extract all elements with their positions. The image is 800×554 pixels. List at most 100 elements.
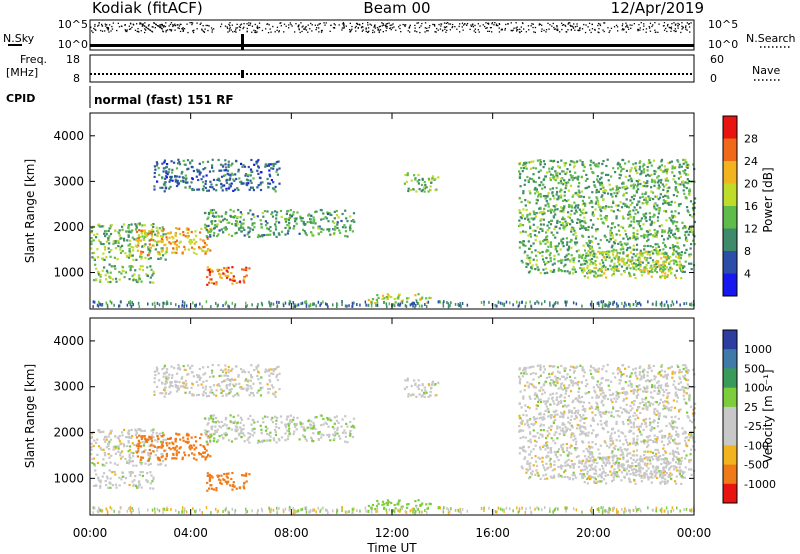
power-cell <box>234 222 237 226</box>
power-cell <box>212 234 215 237</box>
power-cell <box>539 219 542 222</box>
velocity-cell <box>668 440 671 443</box>
velocity-cell <box>612 407 615 410</box>
power-cell <box>639 219 642 222</box>
velocity-cell <box>103 472 106 475</box>
power-cell <box>595 178 599 181</box>
power-cell <box>662 202 665 205</box>
velocity-cell <box>298 438 301 441</box>
power-cell <box>178 161 181 164</box>
power-cell <box>443 300 445 304</box>
power-cell <box>580 210 583 213</box>
power-cell <box>147 248 150 251</box>
velocity-cell <box>185 434 188 437</box>
power-cell <box>204 226 207 229</box>
power-cell <box>572 233 575 236</box>
power-cell <box>212 170 215 173</box>
power-cell <box>548 159 551 162</box>
power-cell <box>185 228 188 231</box>
power-cell <box>557 195 560 198</box>
power-cell <box>572 160 575 163</box>
power-cell <box>562 170 565 173</box>
power-cell <box>560 194 563 197</box>
power-cell <box>153 240 157 243</box>
power-cell <box>626 255 629 258</box>
power-cell <box>568 178 571 181</box>
velocity-cell <box>518 380 521 383</box>
velocity-cell <box>215 489 218 492</box>
power-cell <box>658 165 661 168</box>
power-cell <box>606 192 610 195</box>
velocity-cell <box>607 384 610 387</box>
power-cell <box>223 227 226 230</box>
power-cell <box>146 266 149 269</box>
power-cell <box>184 178 188 181</box>
power-cell <box>631 248 634 251</box>
power-cell <box>145 234 148 237</box>
power-cell <box>524 199 527 202</box>
power-cell <box>215 225 218 228</box>
power-cell <box>278 167 281 170</box>
power-cell <box>228 178 231 181</box>
velocity-cell <box>242 424 245 427</box>
velocity-cell <box>674 415 677 418</box>
power-cell <box>274 223 277 226</box>
velocity-cell <box>563 367 566 370</box>
power-cell <box>623 263 626 266</box>
velocity-cell <box>524 423 527 426</box>
power-cell <box>621 302 623 305</box>
power-cell <box>252 189 255 192</box>
power-cell <box>545 250 548 253</box>
velocity-cell <box>141 456 145 459</box>
power-cell <box>683 185 686 188</box>
power-cell <box>689 302 691 306</box>
velocity-cell <box>224 431 227 434</box>
power-cell <box>636 172 639 175</box>
power-cell <box>488 300 490 304</box>
velocity-cell <box>632 389 635 392</box>
power-cell <box>546 224 549 227</box>
power-cell <box>583 259 586 262</box>
power-cell <box>574 206 577 209</box>
power-cell <box>280 215 283 218</box>
power-cell <box>539 195 543 198</box>
power-cell <box>114 240 117 243</box>
power-cell <box>204 186 207 189</box>
power-cell <box>251 303 253 307</box>
power-cell <box>679 175 682 179</box>
power-cell <box>183 245 186 248</box>
velocity-cell <box>233 420 237 423</box>
power-cell <box>653 213 656 216</box>
velocity-cell <box>289 419 292 422</box>
velocity-cell <box>589 424 592 427</box>
power-cell <box>525 262 528 265</box>
power-cell <box>223 169 226 172</box>
freq-label-1: Freq. <box>20 53 47 66</box>
velocity-cell <box>243 487 246 490</box>
power-cell <box>644 266 647 269</box>
power-cell <box>141 235 144 238</box>
power-cell <box>109 299 111 303</box>
power-cell <box>528 161 531 164</box>
velocity-cell <box>595 434 598 437</box>
power-cell <box>352 219 355 222</box>
velocity-cell <box>642 428 645 431</box>
power-cell <box>618 164 621 167</box>
velocity-cell <box>536 364 539 367</box>
velocity-cell <box>284 432 287 435</box>
power-cell <box>645 250 648 253</box>
power-cell <box>454 302 457 306</box>
velocity-cell <box>431 382 434 385</box>
power-cell <box>556 176 559 179</box>
power-cell <box>629 246 632 249</box>
velocity-cell <box>247 437 250 440</box>
velocity-cell <box>657 384 660 387</box>
velocity-cell <box>195 440 198 443</box>
power-cell <box>149 246 152 249</box>
velocity-cell <box>658 391 661 394</box>
power-cell <box>679 183 682 186</box>
velocity-cell <box>165 441 168 444</box>
power-cell <box>608 301 610 305</box>
power-cell <box>135 280 138 283</box>
velocity-cell <box>635 395 638 398</box>
